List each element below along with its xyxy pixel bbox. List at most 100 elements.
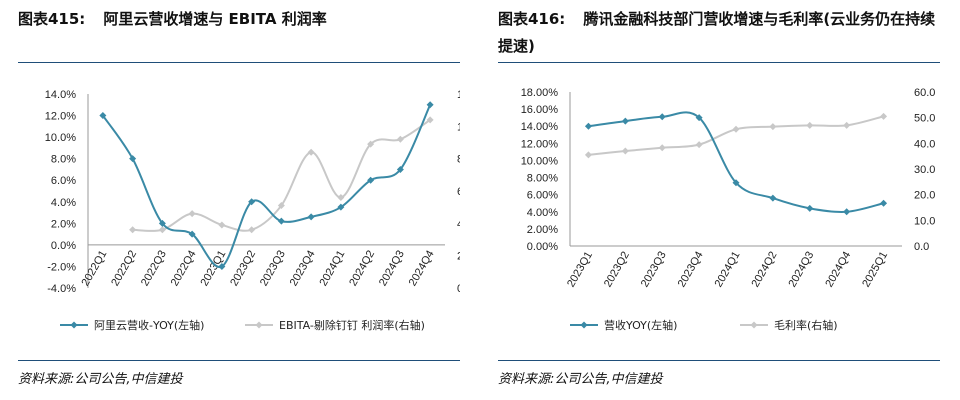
left-legend-right-label: EBITA-剔除钉钉 利润率(右轴) — [279, 318, 425, 332]
right-y-left-tick-label: 4.00% — [527, 207, 558, 219]
right-series-left-point — [843, 208, 851, 216]
right-y-left-tick-label: 12.00% — [521, 138, 559, 150]
right-y-right-tick-label: 40.0 — [914, 138, 935, 150]
left-series-left-point — [396, 165, 404, 173]
left-series-right-point — [337, 193, 345, 201]
right-bottom-rule — [498, 360, 940, 361]
left-series-left-point — [218, 262, 226, 270]
left-x-tick-label: 2022Q4 — [169, 248, 199, 288]
right-y-right-tick-label: 20.0 — [914, 190, 935, 202]
left-series-left-point — [367, 176, 375, 184]
left-bottom-rule — [18, 360, 460, 361]
right-series-left-point — [695, 114, 703, 122]
right-series-left-point — [806, 204, 814, 212]
left-series-right-point — [248, 226, 256, 234]
left-x-tick-label: 2024Q2 — [347, 248, 377, 288]
left-series-left-point — [129, 155, 137, 163]
left-y-right-tick-label: 10.0 — [457, 121, 460, 133]
right-top-rule — [498, 62, 940, 63]
right-x-tick-label: 2024Q2 — [750, 250, 780, 290]
left-series-left-line — [102, 104, 432, 268]
right-chart: 18.00% 16.00% 14.00% 12.00% 10.00% 8.00% 6.00%… — [521, 87, 936, 332]
left-figure-panel: 图表415: 阿里云营收增速与 EBITA 利润率 14.0% 12.0% 10.0%… — [0, 0, 460, 400]
right-figure-label: 图表416: — [498, 10, 566, 28]
right-series-left-point — [621, 117, 629, 125]
left-series-left-point — [188, 230, 196, 238]
right-y-right-tick-label: 10.0 — [914, 215, 935, 227]
left-y-right-tick-label: 0.0 — [457, 283, 460, 295]
right-series-right-point — [732, 125, 740, 133]
left-y-left-tick-label: 12.0% — [45, 111, 76, 123]
right-y-left-tick-label: 2.00% — [527, 224, 558, 236]
left-y-left-tick-label: 4.0% — [51, 197, 76, 209]
left-series-right-point — [367, 140, 375, 148]
left-legend-left-swatch-marker — [70, 321, 78, 329]
left-y-left-tick-label: 8.0% — [51, 154, 76, 166]
left-y-left-tick-label: 10.0% — [45, 132, 76, 144]
right-series-right-point — [806, 121, 814, 129]
left-series-right-point — [129, 226, 137, 234]
left-series-right-point — [426, 116, 434, 124]
right-series-left-point — [732, 179, 740, 187]
left-x-tick-label: 2024Q4 — [407, 248, 437, 288]
right-y-left-tick-label: 14.00% — [521, 121, 559, 133]
right-figure-title: 腾讯金融科技部门营收增速与毛利率(云业务仍在持续提速) — [498, 10, 936, 55]
left-x-tick-label: 2024Q1 — [318, 248, 348, 288]
left-x-tick-label: 2023Q2 — [228, 248, 258, 288]
right-legend-left-swatch-marker — [580, 321, 588, 329]
left-x-tick-label: 2022Q3 — [139, 248, 169, 288]
left-series-right-point — [158, 226, 166, 234]
left-top-rule — [18, 62, 460, 63]
left-series-right-point — [396, 135, 404, 143]
left-figure-label: 图表415: — [18, 10, 86, 28]
left-y-right-tick-label: 8.0 — [457, 154, 460, 166]
left-source-note: 资料来源:公司公告,中信建投 — [18, 372, 183, 387]
right-x-tick-label: 2023Q2 — [602, 250, 632, 290]
left-series-left-point — [158, 219, 166, 227]
right-y-left-tick-label: 16.00% — [521, 104, 559, 116]
right-y-left-tick-label: 6.00% — [527, 190, 558, 202]
right-series-left-point — [769, 194, 777, 202]
left-x-tick-label: 2022Q1 — [80, 248, 110, 288]
left-figure-title: 阿里云营收增速与 EBITA 利润率 — [103, 10, 327, 28]
right-y-left-tick-label: 8.00% — [527, 173, 558, 185]
left-series-right-point — [188, 210, 196, 218]
left-y-right-tick-label: 2.0 — [457, 251, 460, 263]
right-y-right-tick-label: 60.0 — [914, 87, 935, 99]
left-x-tick-label: 2022Q2 — [109, 248, 139, 288]
right-legend-right-label: 毛利率(右轴) — [774, 318, 838, 332]
right-series-right-point — [584, 151, 592, 159]
right-series-right-point — [658, 144, 666, 152]
left-series-right-line — [132, 119, 431, 232]
left-chart: 14.0% 12.0% 10.0% 8.0% 6.0% 4.0% 2.0% 0.0% -2.0%… — [45, 89, 460, 332]
right-series-left-point — [584, 122, 592, 130]
right-x-tick-label: 2024Q3 — [786, 250, 816, 290]
right-series-right-point — [621, 147, 629, 155]
right-x-tick-label: 2023Q1 — [565, 250, 595, 290]
left-y-left-tick-label: 6.0% — [51, 175, 76, 187]
left-series-left-point — [307, 213, 315, 221]
left-series-left-point — [99, 112, 107, 120]
right-figure-heading: 图表416: 腾讯金融科技部门营收增速与毛利率(云业务仍在持续提速) — [498, 6, 938, 60]
left-y-right-tick-label: 4.0 — [457, 218, 460, 230]
left-y-right-tick-label: 12.0 — [457, 89, 460, 101]
right-series-right-point — [880, 112, 888, 120]
left-series-right-point — [307, 148, 315, 156]
left-x-tick-label: 2024Q3 — [377, 248, 407, 288]
right-x-tick-label: 2024Q4 — [823, 250, 853, 290]
left-series-right-point — [277, 202, 285, 210]
left-series-left-point — [426, 101, 434, 109]
left-y-left-tick-label: -4.0% — [47, 283, 76, 295]
right-series-left-point — [658, 113, 666, 121]
left-y-right-tick-label: 6.0 — [457, 186, 460, 198]
right-source-note: 资料来源:公司公告,中信建投 — [498, 372, 663, 387]
left-y-left-tick-label: 0.0% — [51, 240, 76, 252]
right-series-right-point — [843, 121, 851, 129]
right-series-right-point — [769, 123, 777, 131]
right-x-tick-label: 2023Q4 — [676, 250, 706, 290]
right-y-right-tick-label: 50.0 — [914, 113, 935, 125]
right-series-left-point — [880, 199, 888, 207]
right-x-tick-label: 2023Q3 — [639, 250, 669, 290]
left-y-left-tick-label: -2.0% — [47, 261, 76, 273]
left-series-left-point — [277, 217, 285, 225]
